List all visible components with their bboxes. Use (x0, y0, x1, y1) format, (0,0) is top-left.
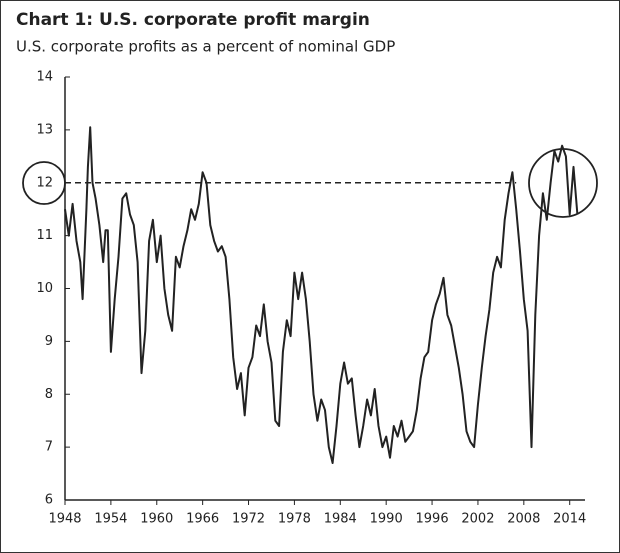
x-tick-label: 1966 (186, 512, 219, 527)
data-line (64, 126, 579, 464)
x-tick-label: 2014 (553, 512, 586, 527)
y-tick-label: 11 (36, 228, 53, 243)
y-tick-label: 8 (45, 387, 53, 402)
y-tick-label: 12 (36, 175, 53, 190)
x-tick-label: 2008 (507, 512, 540, 527)
chart-title: Chart 1: U.S. corporate profit margin (16, 10, 370, 30)
x-tick-label: 1960 (140, 512, 173, 527)
x-tick-label: 1972 (232, 512, 265, 527)
x-tick-label: 1954 (94, 512, 127, 527)
x-tick-label: 1996 (416, 512, 449, 527)
y-tick-label: 6 (45, 493, 53, 508)
x-tick-label: 1990 (370, 512, 403, 527)
y-tick-label: 10 (36, 281, 53, 296)
y-tick-label: 9 (45, 334, 53, 349)
y-tick-label: 7 (45, 440, 53, 455)
x-tick-label: 2002 (461, 512, 494, 527)
x-tick-label: 1978 (278, 512, 311, 527)
x-tick-label: 1948 (48, 512, 81, 527)
y-tick-label: 14 (36, 70, 53, 85)
chart-subtitle: U.S. corporate profits as a percent of n… (16, 38, 395, 56)
y-tick-label: 13 (36, 122, 53, 137)
x-tick-label: 1984 (324, 512, 357, 527)
